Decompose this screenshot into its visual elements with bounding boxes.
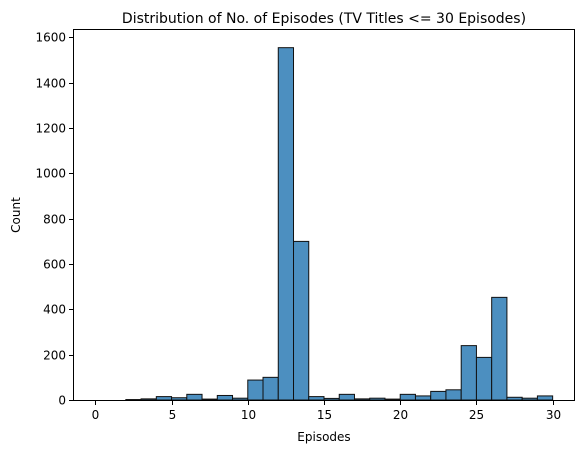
y-tick-label-7: 1400	[35, 77, 66, 91]
x-tick-label-3: 15	[317, 408, 332, 422]
x-tick-label-6: 30	[546, 408, 561, 422]
histogram-bar-24	[475, 356, 493, 401]
histogram-bar-15	[338, 393, 355, 401]
x-tick-label-5: 25	[469, 408, 484, 422]
histogram-bar-10	[262, 376, 279, 401]
x-axis-label: Episodes	[297, 430, 350, 444]
histogram-bar-3	[155, 396, 173, 401]
histogram-bar-9	[247, 379, 264, 401]
y-tick-label-1: 200	[43, 349, 66, 363]
histogram-bar-17	[369, 397, 386, 401]
histogram-bar-8	[232, 397, 249, 401]
y-tick-label-6: 1200	[35, 122, 66, 136]
histogram-bar-26	[506, 396, 523, 401]
histogram-bar-19	[399, 393, 416, 401]
histogram-bar-2	[140, 398, 157, 401]
x-tick-label-2: 10	[241, 408, 256, 422]
bars-group	[125, 47, 554, 401]
histogram-bar-25	[491, 296, 508, 401]
histogram-bar-12	[293, 240, 310, 401]
histogram-bar-18	[384, 398, 401, 401]
histogram-bar-14	[323, 397, 340, 401]
histogram-bar-22	[445, 389, 462, 401]
histogram-bar-6	[201, 398, 218, 401]
histogram-bar-7	[216, 394, 234, 401]
histogram-bar-13	[308, 396, 325, 401]
chart-title: Distribution of No. of Episodes (TV Titl…	[122, 11, 526, 27]
y-tick-label-2: 400	[43, 303, 66, 317]
plot-frame	[73, 29, 575, 401]
histogram-bar-28	[536, 395, 554, 401]
histogram-bar-5	[186, 393, 203, 401]
y-tick-label-5: 1000	[35, 167, 66, 181]
histogram-bar-20	[414, 395, 432, 401]
x-tick-label-0: 0	[92, 408, 100, 422]
y-tick-label-0: 0	[58, 394, 66, 408]
y-axis-label: Count	[9, 197, 23, 233]
histogram-bar-4	[171, 397, 188, 401]
y-tick-label-3: 600	[43, 258, 66, 272]
histogram-bar-23	[460, 345, 477, 401]
histogram-bar-11	[277, 47, 295, 401]
y-tick-label-4: 800	[43, 213, 66, 227]
histogram-bar-16	[353, 398, 371, 401]
x-tick-label-1: 5	[169, 408, 177, 422]
x-ticks-group: 0 5 10 15 20 25 30	[92, 400, 561, 422]
x-tick-label-4: 20	[393, 408, 408, 422]
y-tick-label-8: 1600	[35, 31, 66, 45]
histogram-bar-21	[430, 390, 447, 401]
histogram-bar-27	[521, 397, 538, 401]
